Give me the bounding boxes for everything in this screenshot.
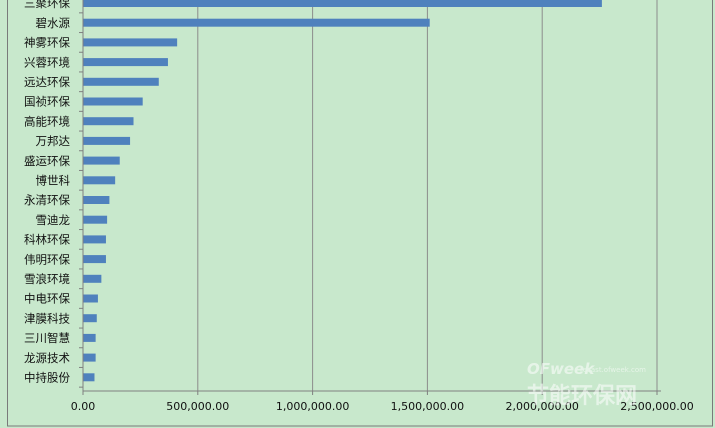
x-tick-label: 1,500,000.00 (391, 400, 464, 413)
category-label: 碧水源 (36, 16, 71, 30)
x-tick-label: 2,500,000.00 (620, 400, 693, 413)
watermark-text: 节能环保网 (527, 383, 637, 409)
watermark-brand: OFweek (527, 360, 595, 378)
bar (83, 18, 430, 27)
x-tick-label: 500,000.00 (166, 400, 229, 413)
bar (83, 373, 95, 382)
bars (83, 0, 602, 382)
category-label: 神雾环保 (24, 36, 70, 50)
bar (83, 0, 602, 7)
category-label: 科林环保 (24, 233, 70, 247)
bar (83, 196, 110, 204)
category-label: 国祯环保 (24, 95, 70, 109)
category-label: 三川智慧 (24, 331, 70, 345)
bar (83, 255, 106, 264)
bar (83, 274, 102, 283)
bar (83, 314, 97, 323)
x-tick-label: 1,000,000.00 (276, 400, 349, 413)
category-label: 万邦达 (36, 134, 71, 148)
tick-labels: 0.00 500,000.00 1,000,000.00 1,500,000.00 2,… (71, 400, 694, 413)
x-tick-label: 2,000,000.00 (505, 400, 578, 413)
category-label: 兴蓉环境 (24, 55, 70, 69)
category-label: 远达环保 (24, 75, 70, 89)
category-label: 龙源技术 (24, 351, 70, 365)
bar (83, 353, 96, 362)
category-label: 中电环保 (24, 292, 70, 306)
category-label: 中持股份 (24, 371, 70, 385)
category-label: 盛运环保 (24, 154, 70, 168)
category-label: 博世科 (36, 174, 71, 188)
watermark-url: recast.ofweek.com (580, 366, 646, 374)
category-label: 雪迪龙 (36, 213, 71, 227)
bar (83, 117, 134, 126)
bar (83, 136, 131, 145)
bar (83, 97, 143, 106)
chart-border (7, 0, 713, 427)
watermark: OFweek recast.ofweek.com 节能环保网 (527, 360, 646, 409)
bar (83, 215, 108, 224)
grid-lines (197, 0, 658, 391)
bar (83, 176, 116, 185)
category-labels: 三聚环保碧水源神雾环保兴蓉环境远达环保国祯环保高能环境万邦达盛运环保博世科永清环… (24, 0, 71, 385)
category-label: 雪浪环境 (24, 272, 70, 286)
category-label: 伟明环保 (24, 252, 70, 266)
bar (83, 77, 159, 86)
category-label: 三聚环保 (24, 0, 70, 10)
bar (83, 294, 98, 303)
bar (83, 38, 178, 47)
bar (83, 333, 96, 342)
axes (79, 0, 661, 395)
bar (83, 156, 120, 165)
bar (83, 235, 106, 244)
x-tick-label: 0.00 (71, 400, 96, 413)
category-label: 永清环保 (24, 193, 70, 207)
bar (83, 58, 168, 67)
category-label: 高能环境 (24, 114, 70, 128)
category-label: 津膜科技 (24, 311, 70, 325)
